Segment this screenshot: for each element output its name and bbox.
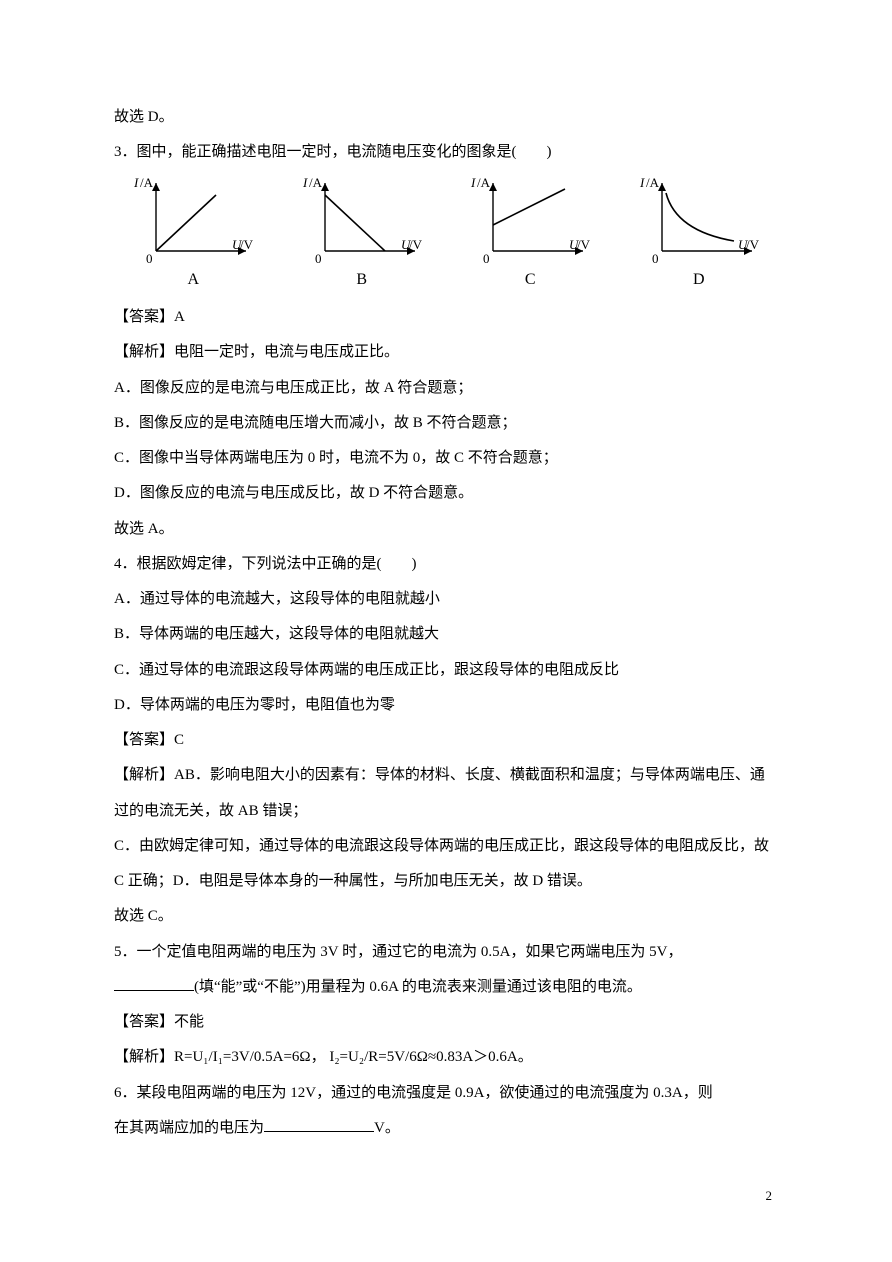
blank-fill <box>264 1117 374 1132</box>
svg-text:/A: /A <box>309 175 323 190</box>
svg-text:/V: /V <box>240 237 254 252</box>
question-5-line2: (填“能”或“不能”)用量程为 0.6A 的电流表来测量通过该电阻的电流。 <box>114 970 778 1005</box>
graph-option-c: I /A U /V 0 C <box>451 173 610 299</box>
svg-text:0: 0 <box>315 251 322 263</box>
svg-text:/A: /A <box>477 175 491 190</box>
q4-option-a: A．通过导体的电流越大，这段导体的电阻就越小 <box>114 582 778 617</box>
question-5-line1: 5．一个定值电阻两端的电压为 3V 时，通过它的电流为 0.5A，如果它两端电压… <box>114 935 778 970</box>
explain-3-d: D．图像反应的电流与电压成反比，故 D 不符合题意。 <box>114 476 778 511</box>
svg-text:0: 0 <box>483 251 490 263</box>
question-3: 3．图中，能正确描述电阻一定时，电流随电压变化的图象是( ) <box>114 135 778 170</box>
svg-text:0: 0 <box>146 251 153 263</box>
question-6-line2: 在其两端应加的电压为 V。 <box>114 1111 778 1146</box>
explain-5: 【解析】R=U₁/I₁=3V/0.5A=6Ω， I₂=U₂/R=5V/6Ω≈0.… <box>114 1040 778 1075</box>
option-label-a: A <box>114 261 273 299</box>
q4-option-b: B．导体两端的电压越大，这段导体的电阻就越大 <box>114 617 778 652</box>
explain-3-b: B．图像反应的是电流随电压增大而减小，故 B 不符合题意； <box>114 406 778 441</box>
svg-text:/V: /V <box>746 237 760 252</box>
svg-text:/V: /V <box>409 237 423 252</box>
text-line: 故选 D。 <box>114 100 778 135</box>
explain-4-cd: C．由欧姆定律可知，通过导体的电流跟这段导体两端的电压成正比，跟这段导体的电阻成… <box>114 829 778 900</box>
graph-c-svg: I /A U /V 0 <box>465 173 595 263</box>
question-6-line1: 6．某段电阻两端的电压为 12V，通过的电流强度是 0.9A，欲使通过的电流强度… <box>114 1076 778 1111</box>
svg-text:I: I <box>470 175 476 190</box>
svg-text:/A: /A <box>646 175 660 190</box>
explain-3-end: 故选 A。 <box>114 512 778 547</box>
svg-text:/V: /V <box>577 237 591 252</box>
explain-3-a: A．图像反应的是电流与电压成正比，故 A 符合题意； <box>114 371 778 406</box>
q4-option-d: D．导体两端的电压为零时，电阻值也为零 <box>114 688 778 723</box>
page: 故选 D。 3．图中，能正确描述电阻一定时，电流随电压变化的图象是( ) I /… <box>0 0 892 1262</box>
graph-b-svg: I /A U /V 0 <box>297 173 427 263</box>
svg-text:/A: /A <box>140 175 154 190</box>
blank-fill <box>114 976 194 991</box>
svg-text:I: I <box>639 175 645 190</box>
option-label-b: B <box>283 261 442 299</box>
graph-option-a: I /A U /V 0 A <box>114 173 273 299</box>
question-4: 4．根据欧姆定律，下列说法中正确的是( ) <box>114 547 778 582</box>
option-label-d: D <box>620 261 779 299</box>
svg-text:I: I <box>302 175 308 190</box>
explain-4-ab: 【解析】AB．影响电阻大小的因素有：导体的材料、长度、横截面积和温度；与导体两端… <box>114 758 778 829</box>
q5-after-blank: (填“能”或“不能”)用量程为 0.6A 的电流表来测量通过该电阻的电流。 <box>194 979 642 995</box>
explain-3-c: C．图像中当导体两端电压为 0 时，电流不为 0，故 C 不符合题意； <box>114 441 778 476</box>
answer-4: 【答案】C <box>114 723 778 758</box>
q6-after-blank: V。 <box>374 1120 400 1136</box>
page-number: 2 <box>766 1181 773 1212</box>
svg-text:0: 0 <box>652 251 659 263</box>
graph-option-d: I /A U /V 0 D <box>620 173 779 299</box>
graph-a-svg: I /A U /V 0 <box>128 173 258 263</box>
q6-before-blank: 在其两端应加的电压为 <box>114 1120 264 1136</box>
graph-option-b: I /A U /V 0 B <box>283 173 442 299</box>
svg-text:I: I <box>133 175 139 190</box>
q4-option-c: C．通过导体的电流跟这段导体两端的电压成正比，跟这段导体的电阻成反比 <box>114 653 778 688</box>
explain-4-end: 故选 C。 <box>114 899 778 934</box>
answer-3: 【答案】A <box>114 300 778 335</box>
graph-options-row: I /A U /V 0 A I /A U /V 0 B <box>114 173 778 299</box>
graph-d-svg: I /A U /V 0 <box>634 173 764 263</box>
explain-3-head: 【解析】电阻一定时，电流与电压成正比。 <box>114 335 778 370</box>
answer-5: 【答案】不能 <box>114 1005 778 1040</box>
option-label-c: C <box>451 261 610 299</box>
